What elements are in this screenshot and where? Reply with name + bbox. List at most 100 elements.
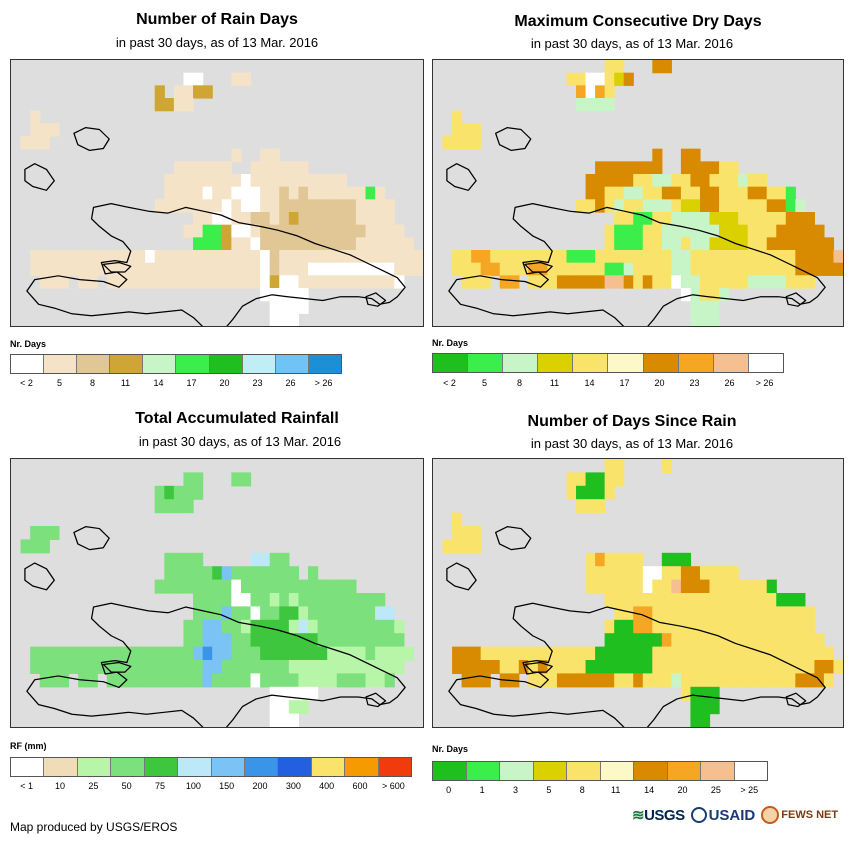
map-max-dry-days[interactable] — [432, 59, 844, 327]
map-cell — [785, 199, 796, 213]
map-cell — [279, 660, 290, 674]
map-cell — [680, 673, 692, 688]
map-cell — [671, 250, 682, 264]
map-cell — [719, 262, 730, 276]
map-cell — [308, 579, 319, 594]
map-cell — [355, 212, 367, 226]
map-cell — [709, 566, 720, 581]
map-cell — [728, 275, 739, 289]
map-cell — [642, 275, 653, 289]
map-cell — [221, 237, 232, 251]
map-cell — [183, 619, 194, 634]
map-cell — [804, 262, 815, 276]
map-cell — [298, 237, 309, 251]
map-cell — [308, 199, 319, 213]
map-cell — [785, 224, 796, 238]
map-cell — [690, 593, 701, 607]
map-cell — [728, 633, 739, 648]
map-cell — [279, 593, 290, 607]
map-cell — [221, 619, 232, 634]
map-cell — [728, 660, 739, 674]
map-cell — [394, 633, 405, 648]
map-cell — [288, 686, 300, 701]
map-cell — [709, 275, 720, 289]
map-cell — [317, 237, 328, 251]
map-cell — [566, 673, 577, 688]
map-cell — [585, 186, 596, 200]
map-cell — [719, 619, 730, 634]
map-cell — [202, 174, 213, 188]
map-cell — [308, 224, 319, 238]
legend-tick-label: 20 — [219, 378, 230, 388]
map-cell — [346, 199, 357, 213]
map-cell — [452, 123, 463, 137]
legend-swatch — [77, 758, 112, 776]
map-cell — [642, 566, 653, 581]
panel-title: Number of Rain Days — [136, 11, 298, 28]
map-cell — [269, 579, 280, 594]
map-cell — [327, 646, 338, 661]
map-cell — [394, 660, 405, 674]
map-cell — [183, 262, 194, 276]
map-cell — [652, 212, 663, 226]
panel-title: Total Accumulated Rainfall — [135, 410, 339, 427]
legend-swatch — [667, 762, 701, 780]
map-cell — [480, 646, 491, 661]
coastline-outline — [446, 126, 826, 326]
map-cell — [327, 606, 338, 621]
map-cell — [193, 660, 204, 674]
map-cell — [250, 186, 261, 200]
map-cell — [776, 186, 787, 200]
map-cell — [652, 161, 663, 175]
map-cell — [260, 606, 271, 621]
map-cell — [336, 593, 347, 607]
map-cell — [537, 646, 549, 661]
map-cell — [298, 619, 309, 634]
map-cell — [471, 673, 482, 688]
map-cell — [327, 250, 338, 264]
map-cell — [823, 646, 835, 661]
map-cell — [633, 186, 644, 200]
map-cell — [633, 552, 644, 567]
map-cell — [327, 593, 338, 607]
map-cell — [394, 237, 405, 251]
map-rain-days[interactable] — [10, 59, 424, 327]
map-cell — [154, 199, 165, 213]
map-cell — [154, 85, 165, 99]
map-cell — [690, 606, 701, 621]
map-cell — [298, 606, 309, 621]
map-cell — [614, 275, 625, 289]
map-cell — [288, 161, 300, 175]
map-cell — [231, 148, 242, 162]
map-cell — [240, 186, 252, 200]
map-cell — [135, 660, 146, 674]
map-cell — [699, 686, 711, 701]
map-cell — [384, 224, 395, 238]
map-cell — [279, 237, 290, 251]
map-cell — [212, 566, 223, 581]
map-cell — [231, 186, 242, 200]
legend-tick-label: 20 — [677, 785, 688, 795]
map-cell — [757, 673, 768, 688]
map-cell — [671, 579, 682, 594]
map-cell — [785, 250, 796, 264]
map-cell — [452, 660, 463, 674]
map-cell — [231, 619, 242, 634]
map-total-rainfall[interactable] — [10, 458, 424, 728]
map-cell — [240, 579, 252, 594]
map-cell — [193, 673, 204, 688]
fews-globe-icon — [761, 806, 780, 824]
coastline — [24, 562, 55, 591]
map-cell — [699, 212, 711, 226]
map-cell — [355, 619, 367, 634]
map-cell — [384, 199, 395, 213]
map-cell — [288, 593, 300, 607]
map-cell — [671, 262, 682, 276]
map-cell — [288, 174, 300, 188]
map-cell — [614, 72, 625, 86]
map-days-since-rain[interactable] — [432, 458, 844, 728]
map-cell — [193, 161, 204, 175]
map-cell — [288, 579, 300, 594]
map-cell — [442, 539, 453, 554]
map-cell — [661, 606, 672, 621]
